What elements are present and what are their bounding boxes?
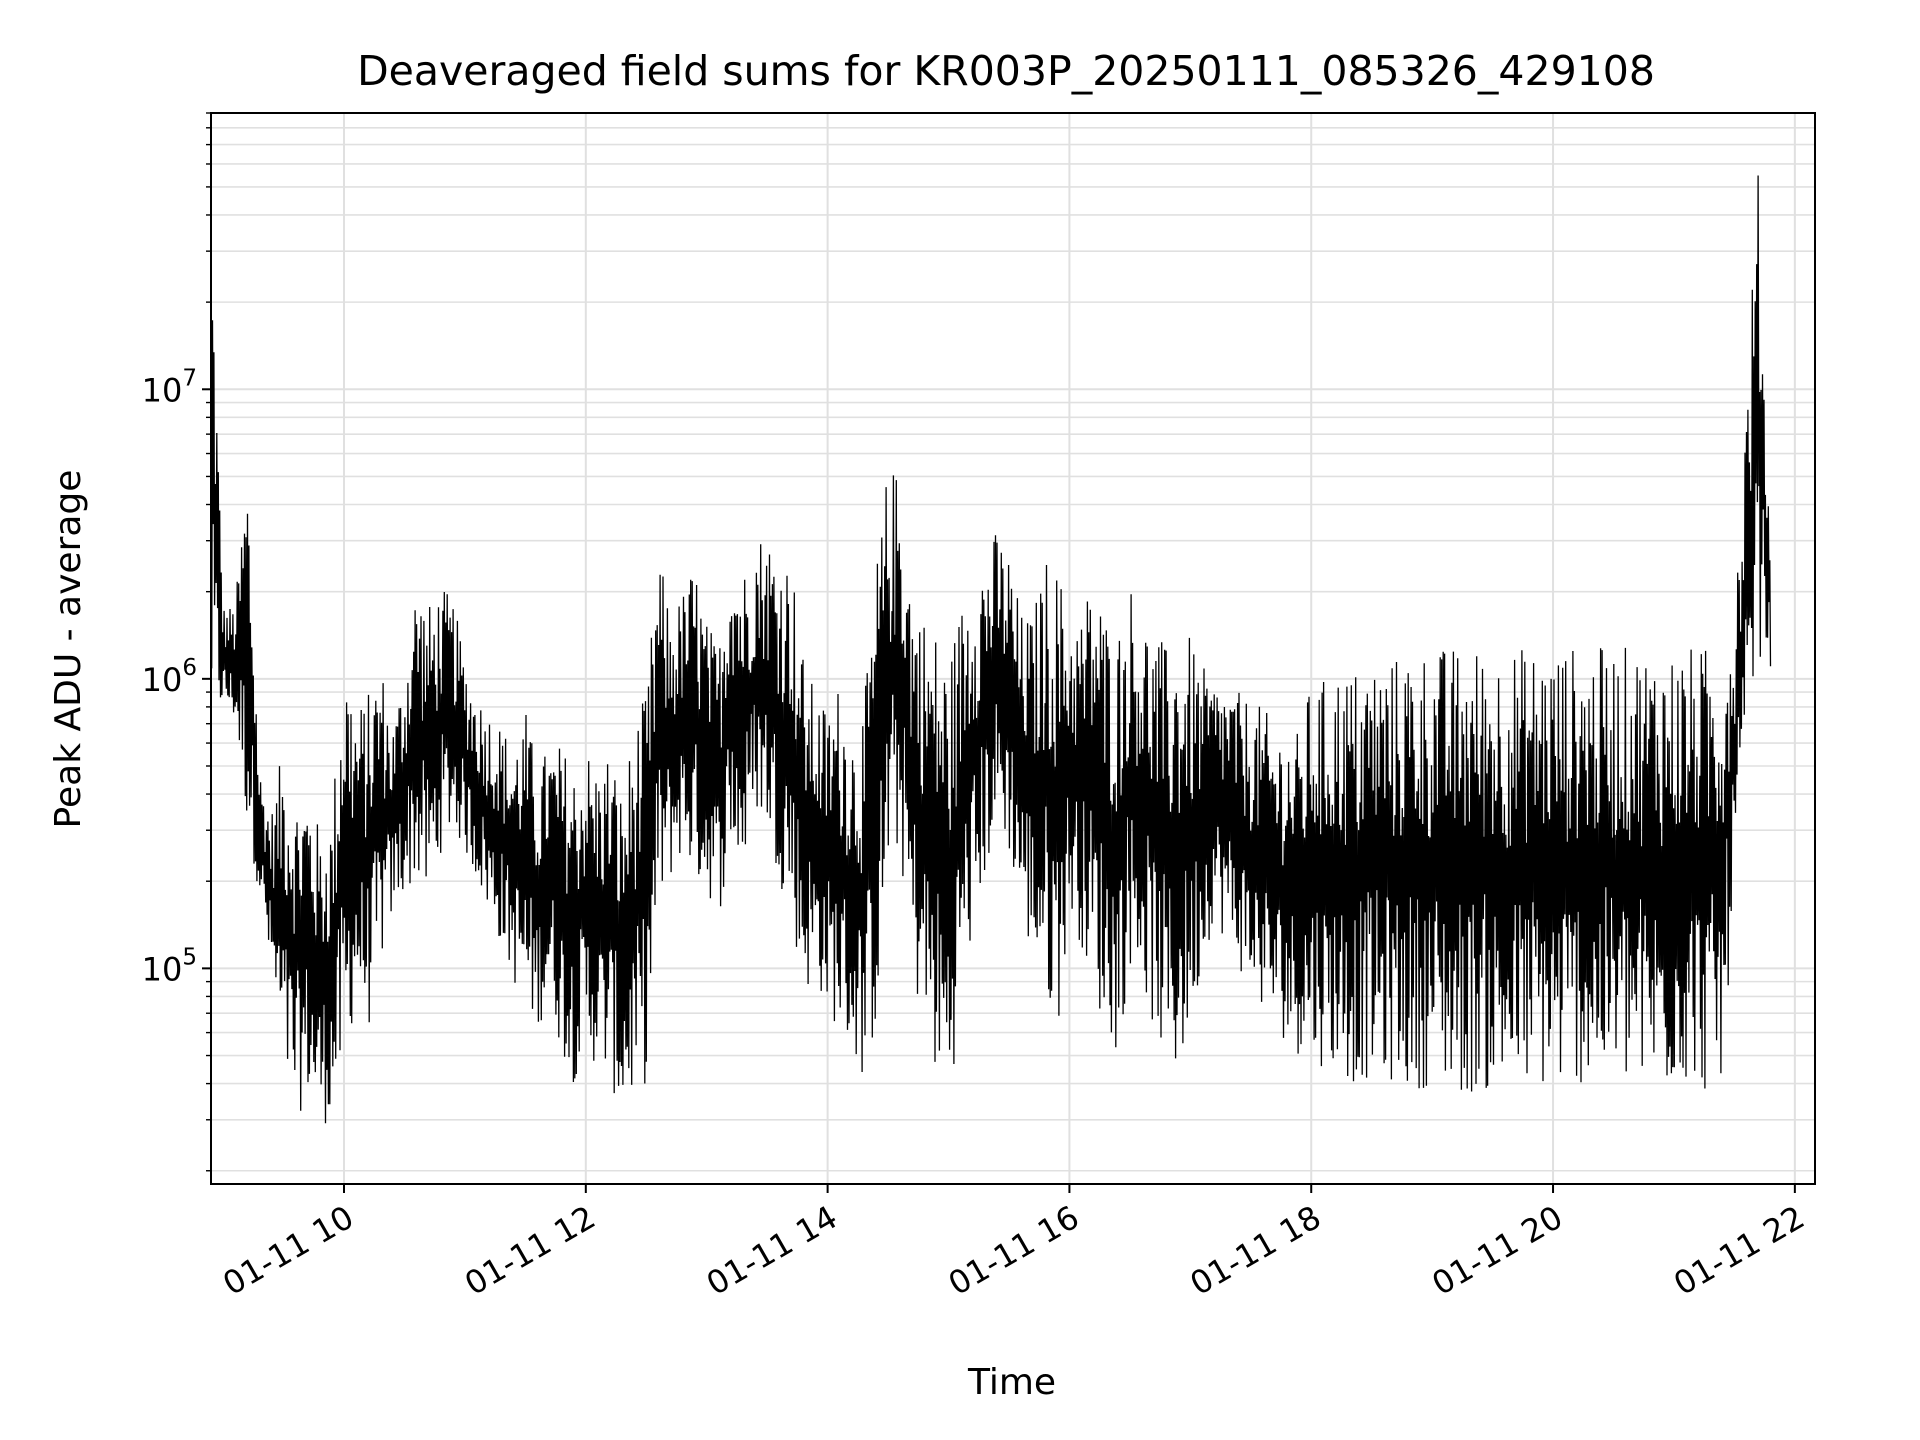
y-tick-exponent: 6 xyxy=(182,655,197,681)
y-tick-base: 10 xyxy=(142,661,183,699)
y-tick-label: 107 xyxy=(142,365,197,409)
y-axis-label: Peak ADU - average xyxy=(48,470,89,829)
series-line xyxy=(210,175,1772,1124)
y-tick-label: 106 xyxy=(142,655,197,699)
series-trace xyxy=(210,175,1772,1124)
y-tick-label: 105 xyxy=(142,944,197,988)
chart-title: Deaveraged field sums for KR003P_2025011… xyxy=(357,47,1655,95)
y-tick-base: 10 xyxy=(142,371,183,409)
y-tick-exponent: 5 xyxy=(182,944,197,970)
y-tick-exponent: 7 xyxy=(182,365,197,391)
x-axis-label: Time xyxy=(967,1362,1056,1403)
y-tick-base: 10 xyxy=(142,950,183,988)
plot-frame xyxy=(210,112,1816,1185)
